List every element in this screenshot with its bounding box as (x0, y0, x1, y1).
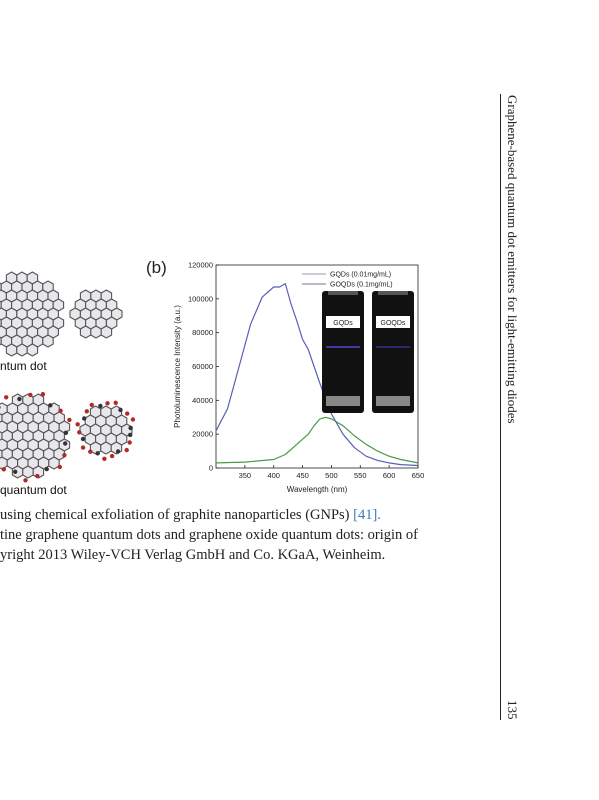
panel-a-label-bottom: quantum dot (0, 483, 67, 497)
x-tick-label: 650 (412, 471, 425, 480)
caption-line-3: yright 2013 Wiley-VCH Verlag GmbH and Co… (0, 547, 386, 563)
x-tick-label: 600 (383, 471, 396, 480)
legend-label: GQDs (0.01mg/mL) (330, 272, 391, 279)
panel-b-label: (b) (146, 258, 167, 277)
vial-label-goqds: GOQDs (381, 320, 406, 327)
x-tick-label: 450 (296, 471, 309, 480)
caption-line-2: tine graphene quantum dots and graphene … (0, 527, 418, 543)
y-tick-label: 120000 (188, 261, 213, 270)
x-tick-label: 500 (325, 471, 338, 480)
figure-panel-a (0, 271, 136, 483)
vial-gqds (322, 291, 364, 413)
x-tick-label: 350 (239, 471, 252, 480)
legend-label: GOQDs (0.1mg/mL) (330, 282, 393, 289)
vial-goqds (372, 291, 414, 413)
y-tick-label: 40000 (192, 396, 213, 405)
vial-label-gqds: GQDs (333, 320, 353, 327)
margin-rule (500, 94, 501, 720)
page-number: 135 (505, 700, 520, 720)
gqd-small-drawing (69, 289, 123, 339)
caption-line-1-text: using chemical exfoliation of graphite n… (0, 507, 354, 523)
caption-line-1: using chemical exfoliation of graphite n… (0, 507, 381, 524)
y-tick-label: 0 (209, 464, 213, 473)
reference-link[interactable]: [41]. (353, 507, 381, 523)
y-tick-label: 80000 (192, 328, 213, 337)
x-tick-label: 400 (267, 471, 280, 480)
running-head: Graphene-based quantum dot emitters for … (505, 95, 520, 424)
series-line-goqds (215, 416, 419, 464)
series-line-gqds (215, 283, 419, 467)
gqd-large-drawing (0, 271, 65, 357)
y-tick-label: 60000 (192, 362, 213, 371)
y-tick-label: 100000 (188, 294, 213, 303)
y-tick-label: 20000 (192, 430, 213, 439)
goqd-large-drawing (0, 392, 72, 483)
pl-spectrum-chart: 350 400 450 500 550 600 650 0 20000 40000 60000 800… (173, 261, 425, 495)
panel-a-label-top: ntum dot (0, 359, 47, 373)
vial-photo-inset: GQDs GOQDs (322, 291, 414, 413)
x-tick-label: 550 (354, 471, 367, 480)
x-axis-label: Wavelength (nm) (287, 485, 348, 494)
goqd-small-drawing (75, 400, 136, 461)
y-axis-label: Photoluminescence Intensity (a.u.) (173, 305, 182, 428)
